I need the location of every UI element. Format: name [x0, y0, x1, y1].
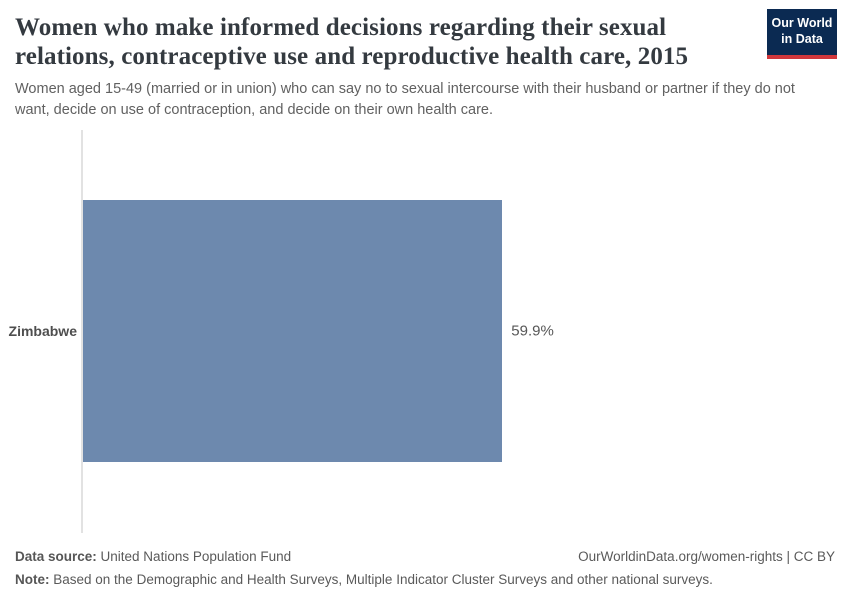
y-axis-line: [81, 130, 83, 533]
owid-url-link[interactable]: OurWorldinData.org/women-rights | CC BY: [578, 549, 835, 564]
data-source-label: Data source:: [15, 549, 97, 564]
owid-logo[interactable]: Our World in Data: [767, 9, 837, 59]
bar-value-label: 59.9%: [511, 322, 554, 340]
entity-label: Zimbabwe: [8, 323, 77, 339]
data-source-value: United Nations Population Fund: [96, 549, 292, 564]
chart-footer: Data source: United Nations Population F…: [15, 546, 835, 590]
owid-logo-line1: Our World: [771, 16, 833, 31]
bar[interactable]: [83, 200, 503, 462]
chart-title: Women who make informed decisions regard…: [15, 14, 689, 71]
note-label: Note:: [15, 571, 50, 587]
note-line: Note: Based on the Demographic and Healt…: [15, 569, 835, 591]
chart-subtitle: Women aged 15-49 (married or in union) w…: [15, 81, 795, 119]
data-source-line: Data source: United Nations Population F…: [15, 546, 291, 568]
owid-logo-line2: in Data: [781, 32, 823, 46]
note-value: Based on the Demographic and Health Surv…: [49, 571, 713, 587]
